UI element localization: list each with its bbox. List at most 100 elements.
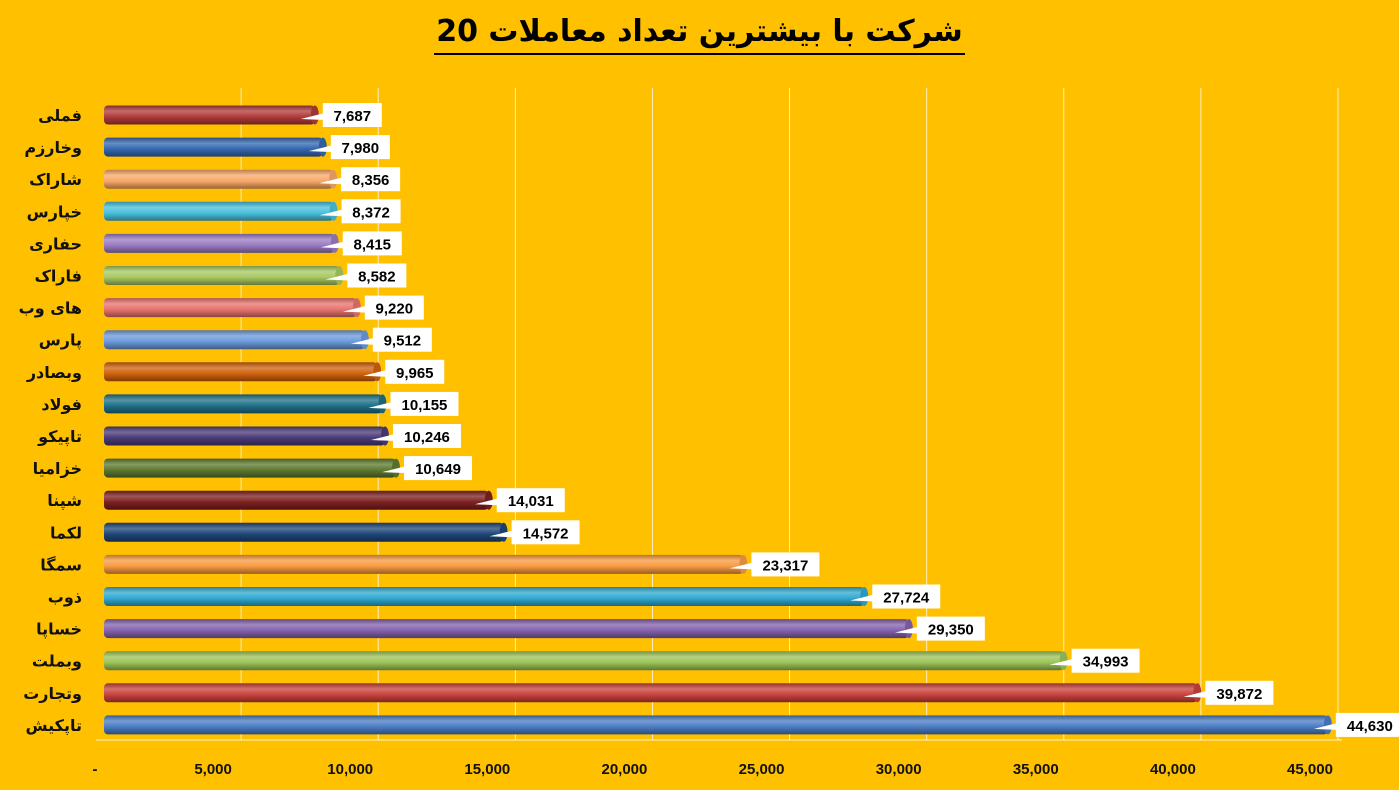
value-label: 8,582 — [358, 269, 396, 286]
category-label: ذوب — [48, 588, 82, 607]
callout-pointer — [1049, 658, 1074, 666]
value-label: 7,980 — [342, 140, 380, 157]
bar-end-cap — [1193, 683, 1202, 703]
value-label-box — [342, 231, 402, 256]
callout-pointer — [319, 177, 344, 185]
value-label: 8,372 — [352, 204, 390, 221]
bar-end-cap — [904, 619, 913, 639]
value-label: 44,630 — [1347, 718, 1393, 735]
value-label-box — [322, 103, 382, 127]
category-label: خزامیا — [33, 459, 82, 478]
category-label: وخارزم — [24, 138, 82, 157]
value-label: 39,872 — [1216, 686, 1262, 703]
value-label-box — [751, 552, 820, 577]
bar-end-cap — [329, 169, 338, 189]
bar-end-cap — [310, 105, 319, 125]
category-label: تاپکیش — [26, 716, 82, 736]
callout-pointer — [368, 401, 393, 409]
value-label: 9,512 — [384, 333, 422, 350]
category-label: شاراک — [29, 170, 82, 189]
category-label: خساپا — [36, 620, 82, 640]
bar-end-cap — [860, 587, 869, 606]
bar — [104, 587, 865, 606]
bar-end-cap — [378, 394, 387, 414]
value-label-box — [390, 391, 459, 416]
bar — [104, 394, 383, 414]
x-tick-label: 35,000 — [1013, 761, 1059, 778]
callout-pointer — [1183, 690, 1208, 698]
value-label: 7,687 — [334, 108, 372, 125]
callout-pointer — [325, 273, 350, 281]
chart-title-container: 20 شرکت با بیشترین تعداد معاملات — [0, 14, 1399, 55]
value-label-box — [330, 135, 390, 160]
category-label: سمگا — [40, 555, 82, 574]
category-label: پارس — [39, 331, 82, 351]
bar-end-cap — [373, 362, 382, 382]
bar — [104, 201, 334, 221]
bar-end-cap — [335, 266, 344, 285]
category-label: تاپیکو — [37, 427, 82, 447]
bar — [104, 233, 335, 253]
callout-pointer — [342, 305, 367, 313]
category-label: حفاری — [29, 234, 82, 253]
value-label-box — [511, 520, 580, 545]
bar-end-cap — [1059, 651, 1068, 671]
value-label: 10,649 — [415, 461, 461, 478]
bar-end-cap — [739, 554, 748, 574]
value-label: 29,350 — [928, 622, 974, 639]
bar — [104, 715, 1328, 735]
callout-pointer — [300, 113, 325, 120]
value-label: 10,246 — [404, 429, 450, 446]
bar — [104, 683, 1198, 703]
bar-end-cap — [1323, 715, 1332, 735]
value-label-box — [916, 616, 985, 641]
value-label-box — [1335, 712, 1399, 737]
value-label-box — [392, 424, 461, 448]
bar — [104, 298, 357, 318]
value-label-box — [496, 488, 565, 513]
value-label: 14,572 — [523, 525, 569, 542]
bar — [104, 522, 504, 542]
bar-end-cap — [484, 490, 493, 510]
bar-end-cap — [380, 426, 389, 446]
value-label-box — [1205, 680, 1274, 705]
bar — [104, 105, 315, 125]
bar — [104, 426, 385, 446]
bar-end-cap — [360, 330, 369, 350]
x-tick-label: 30,000 — [876, 761, 922, 778]
bar — [104, 362, 378, 382]
callout-pointer — [1313, 722, 1338, 730]
x-tick-label: 20,000 — [601, 761, 647, 778]
callout-pointer — [350, 337, 375, 345]
value-label-box — [872, 584, 941, 609]
bar-end-cap — [330, 233, 339, 253]
bar — [104, 651, 1064, 671]
category-label: وبصادر — [26, 363, 82, 382]
callout-pointer — [474, 498, 499, 506]
value-label: 14,031 — [508, 493, 554, 510]
bar — [104, 619, 909, 639]
value-label-box — [347, 263, 407, 288]
x-tick-label: 15,000 — [464, 761, 510, 778]
category-label: فملی — [38, 106, 82, 125]
value-label-box — [404, 456, 473, 481]
callout-pointer — [850, 594, 875, 602]
bar-end-cap — [352, 298, 361, 318]
value-label: 23,317 — [762, 557, 808, 574]
bar-end-cap — [392, 458, 401, 478]
callout-pointer — [320, 241, 345, 249]
bar — [104, 266, 340, 285]
x-tick-label: 5,000 — [194, 761, 232, 778]
category-label: شپنا — [47, 491, 82, 511]
category-label: خپارس — [27, 202, 82, 222]
x-tick-label: 25,000 — [739, 761, 785, 778]
chart-title: 20 شرکت با بیشترین تعداد معاملات — [434, 14, 965, 55]
bar — [104, 490, 489, 510]
callout-pointer — [894, 626, 919, 634]
bar — [104, 458, 397, 478]
value-label-box — [341, 167, 401, 192]
value-label: 8,356 — [352, 172, 390, 189]
category-label: فاراک — [34, 267, 82, 286]
x-tick-label: 45,000 — [1287, 761, 1333, 778]
